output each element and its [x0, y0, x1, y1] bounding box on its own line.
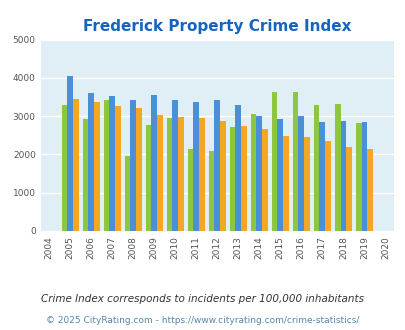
Bar — [214, 100, 220, 231]
Bar — [292, 92, 298, 231]
Bar — [220, 121, 225, 231]
Title: Frederick Property Crime Index: Frederick Property Crime Index — [83, 19, 351, 34]
Text: Crime Index corresponds to incidents per 100,000 inhabitants: Crime Index corresponds to incidents per… — [41, 294, 364, 304]
Bar — [235, 105, 241, 231]
Bar — [136, 108, 141, 231]
Bar — [277, 119, 282, 231]
Bar — [67, 76, 72, 231]
Bar — [124, 155, 130, 231]
Bar — [130, 100, 136, 231]
Bar — [319, 121, 324, 231]
Bar — [271, 92, 277, 231]
Bar — [157, 115, 162, 231]
Bar — [340, 121, 345, 231]
Bar — [198, 118, 204, 231]
Bar — [145, 125, 151, 231]
Bar — [229, 127, 235, 231]
Bar — [177, 117, 183, 231]
Bar — [82, 119, 88, 231]
Bar — [193, 102, 198, 231]
Bar — [62, 105, 67, 231]
Bar — [94, 102, 99, 231]
Bar — [250, 114, 256, 231]
Bar — [361, 122, 366, 231]
Bar — [151, 95, 157, 231]
Bar — [103, 100, 109, 231]
Bar — [115, 106, 120, 231]
Bar — [241, 126, 246, 231]
Bar — [334, 104, 340, 231]
Bar — [366, 149, 372, 231]
Bar — [313, 106, 319, 231]
Bar — [303, 137, 309, 231]
Bar — [282, 136, 288, 231]
Bar — [88, 93, 94, 231]
Bar — [256, 116, 262, 231]
Bar — [262, 129, 267, 231]
Bar — [109, 96, 115, 231]
Bar — [172, 100, 177, 231]
Bar — [166, 118, 172, 231]
Bar — [187, 149, 193, 231]
Bar — [298, 116, 303, 231]
Bar — [324, 141, 330, 231]
Bar — [345, 147, 351, 231]
Text: © 2025 CityRating.com - https://www.cityrating.com/crime-statistics/: © 2025 CityRating.com - https://www.city… — [46, 316, 359, 325]
Bar — [208, 150, 214, 231]
Bar — [355, 123, 361, 231]
Bar — [72, 99, 78, 231]
